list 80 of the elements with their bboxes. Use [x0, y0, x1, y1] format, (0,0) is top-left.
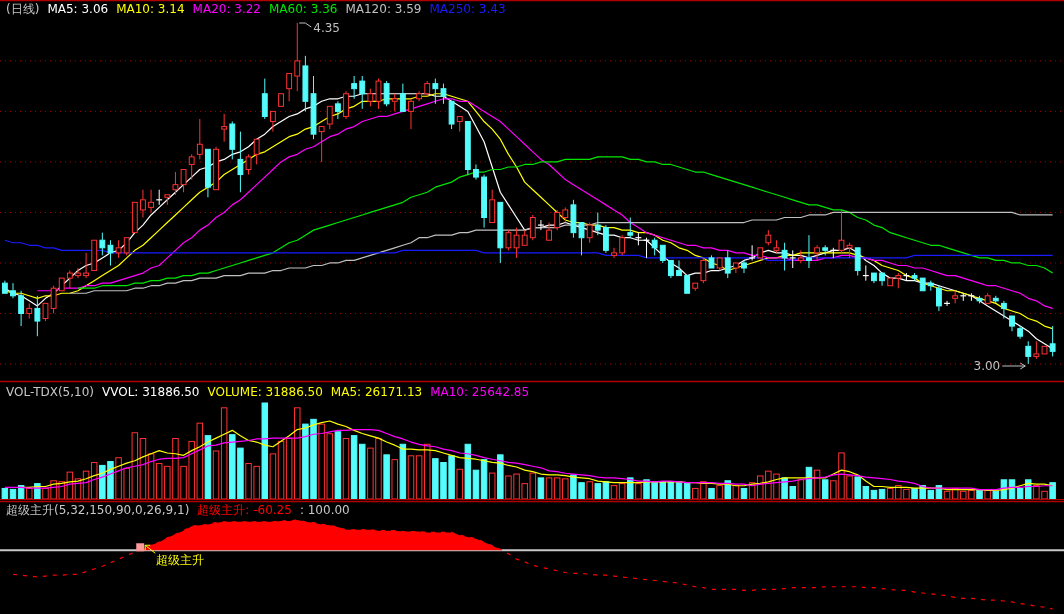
bar	[456, 468, 463, 500]
bar	[618, 483, 626, 500]
bar	[407, 455, 415, 500]
bar	[1049, 482, 1056, 500]
annotation: 4.35	[313, 21, 340, 35]
bar	[261, 402, 269, 500]
bar	[269, 453, 277, 500]
series-label: 超级主升: -60.25	[197, 503, 292, 517]
candlestick	[221, 113, 228, 143]
annotation: 超级主升	[156, 553, 205, 568]
bar	[488, 472, 496, 500]
bar	[1, 487, 9, 500]
text: MA60: 3.36	[269, 2, 338, 16]
bar	[635, 483, 642, 500]
candlestick	[140, 189, 146, 218]
candlestick	[18, 290, 25, 327]
bar	[797, 479, 805, 500]
bar	[497, 454, 504, 500]
bar	[464, 443, 472, 500]
bar	[976, 489, 983, 500]
candlestick	[343, 90, 349, 120]
candlestick	[741, 259, 747, 274]
candlestick	[611, 247, 617, 259]
text: MA120: 3.59	[345, 2, 422, 16]
chart-title: VOL-TDX(5,10)	[6, 385, 95, 399]
candlestick	[602, 224, 609, 254]
bar	[334, 431, 342, 500]
bar	[399, 443, 407, 500]
text: VVOL: 31886.50	[102, 385, 200, 399]
candlestick	[806, 234, 812, 269]
bar	[545, 477, 553, 500]
text: MA5: 3.06	[47, 2, 109, 16]
bar	[586, 481, 593, 500]
bar	[342, 438, 350, 500]
bar	[90, 462, 98, 500]
candlestick	[1017, 325, 1024, 340]
candlestick	[302, 55, 309, 112]
candlestick	[814, 244, 821, 261]
candlestick	[537, 219, 545, 231]
candlestick	[34, 295, 41, 337]
candlestick	[237, 131, 244, 193]
bar	[594, 483, 602, 500]
bar	[220, 407, 228, 500]
bar	[277, 440, 285, 500]
chart-title: 超级主升(5,32,150,90,0,26,9,1)	[6, 503, 190, 517]
text: MA20: 3.22	[192, 2, 261, 16]
text: MA10: 3.14	[116, 2, 185, 16]
candlestick	[1000, 300, 1007, 320]
chart-title: (日线)	[6, 2, 40, 16]
text: MA10: 25642.85	[430, 385, 530, 399]
candlestick	[294, 22, 301, 92]
candlestick	[83, 252, 90, 279]
bar	[821, 479, 829, 500]
candlestick	[936, 285, 942, 312]
bar	[708, 487, 715, 500]
bar	[472, 469, 480, 500]
bar	[683, 482, 691, 500]
annotation: 3.00	[973, 359, 1001, 373]
candlestick	[334, 100, 341, 120]
bar	[212, 450, 220, 500]
bar	[716, 485, 723, 500]
candlestick	[416, 90, 423, 102]
bar	[610, 485, 618, 500]
candlestick	[473, 163, 479, 181]
bar	[537, 477, 545, 500]
candlestick	[148, 189, 154, 213]
bar	[383, 454, 390, 500]
candlestick	[408, 98, 414, 130]
bar	[627, 477, 634, 500]
candlestick	[26, 302, 33, 320]
bar	[391, 459, 398, 500]
bar	[732, 485, 740, 500]
text: MA250: 3.43	[429, 2, 506, 16]
bar	[25, 487, 33, 500]
candlestick	[351, 75, 358, 100]
text: : 100.00	[299, 503, 350, 517]
series-label: MA5: 26171.13	[330, 385, 423, 399]
text: VOLUME: 31886.50	[207, 385, 323, 399]
candlestick	[10, 282, 16, 299]
candlestick	[75, 267, 81, 279]
